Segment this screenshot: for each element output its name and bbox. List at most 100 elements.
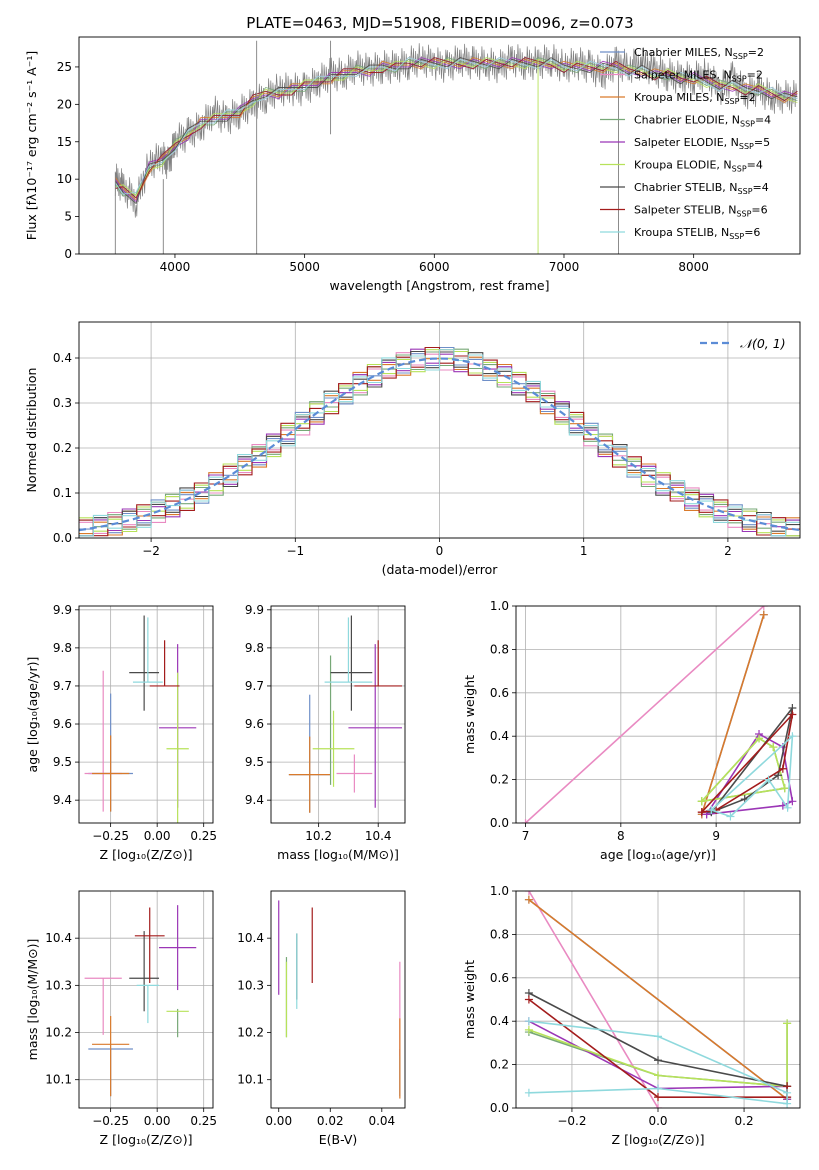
y-tick-label: 9.9 (53, 603, 72, 617)
x-tick-label: 10.4 (365, 829, 392, 843)
weight-series (710, 734, 794, 818)
y-axis-label: mass [log₁₀(M/M⊙)] (25, 939, 40, 1061)
weight-marker (707, 805, 716, 814)
y-tick-label: 0.4 (490, 1014, 509, 1028)
weight-marker (654, 1071, 662, 1080)
legend-label: Salpeter MILES, NSSP=2 (634, 69, 763, 84)
weight-series (528, 899, 788, 1100)
x-tick-label: 4000 (160, 260, 191, 274)
y-tick-label: 10 (57, 172, 72, 186)
y-tick-label: 10.1 (45, 1073, 72, 1087)
y-tick-label: 1.0 (490, 884, 509, 898)
x-tick-label: 0 (436, 544, 444, 558)
weight-marker (755, 734, 764, 743)
weight-series (701, 614, 765, 815)
y-tick-label: 10.4 (237, 931, 264, 945)
x-tick-label: 10.2 (305, 829, 332, 843)
x-axis-label: mass [log₁₀(M/M⊙)] (277, 847, 399, 862)
age_vs_mass-frame (270, 605, 406, 824)
weight-marker (654, 1032, 662, 1041)
y-tick-label: 10.3 (45, 978, 72, 992)
x-axis-label: Z [log₁₀(Z/Z⊙)] (612, 1132, 705, 1147)
y-tick-label: 0.4 (53, 351, 72, 365)
x-tick-label: −0.2 (557, 1114, 586, 1128)
weight_vs_age-lines (521, 606, 797, 823)
observed-spectrum (114, 43, 798, 218)
weight-marker (654, 1056, 662, 1065)
spectrum-legend: Chabrier MILES, NSSP=2 Salpeter MILES, NS… (600, 46, 771, 241)
y-tick-label: 10.2 (45, 1026, 72, 1040)
weight_vs_age-frame (515, 605, 801, 824)
weight-series (528, 891, 659, 1108)
legend-label: Salpeter STELIB, NSSP=6 (634, 204, 768, 219)
y-tick-label: 9.8 (53, 641, 72, 655)
weight-marker (788, 797, 797, 806)
residual_histogram-axes: −2 −1 0 1 2 0.0 0.1 0.2 0.3 0.4 (data-model)/error… (24, 322, 800, 577)
weight-marker (697, 797, 706, 806)
y-tick-label: 9.5 (53, 755, 72, 769)
mass_vs_Z-errorbars (84, 905, 197, 1097)
x-tick-label: −0.25 (92, 829, 129, 843)
weight-series (528, 1023, 788, 1088)
weight_vs_Z-lines (524, 891, 792, 1108)
x-tick-label: 0.2 (735, 1114, 754, 1128)
weight-marker (759, 606, 768, 610)
x-tick-label: 8000 (678, 260, 709, 274)
weight-marker (521, 819, 530, 823)
x-tick-label: 5000 (289, 260, 320, 274)
y-tick-label: 0.8 (490, 642, 509, 656)
y-axis-label: mass weight (462, 675, 477, 754)
weight_vs_Z-frame (515, 890, 801, 1109)
spectrum-lines (114, 40, 798, 254)
x-tick-label: 7 (522, 829, 530, 843)
weight-marker (524, 1017, 533, 1026)
legend-label: Chabrier MILES, NSSP=2 (634, 46, 764, 61)
x-tick-label: 0.25 (190, 1114, 217, 1128)
y-tick-label: 0.0 (490, 1101, 509, 1115)
mass_vs_Z-axes: −0.25 0.00 0.25 10.1 10.2 10.3 10.4 Z [log₁₀(Z/… (25, 891, 217, 1147)
mass_vs_EBV-frame (270, 890, 406, 1109)
weight-marker (726, 812, 735, 821)
x-tick-label: −1 (286, 544, 304, 558)
weight-marker (788, 732, 797, 741)
weight-marker (524, 895, 533, 904)
age_vs_mass-axes: 10.2 10.4 9.4 9.5 9.6 9.7 9.8 9.9 mass [log₁₀(M/… (245, 603, 405, 862)
y-tick-label: 9.6 (245, 717, 264, 731)
y-tick-label: 10.2 (237, 1026, 264, 1040)
age_vs_mass-errorbars (288, 615, 403, 813)
age_vs_Z-errorbars (84, 615, 197, 823)
x-tick-label: 2 (724, 544, 732, 558)
y-tick-label: 10.1 (237, 1073, 264, 1087)
model-spectrum (115, 57, 798, 199)
y-tick-label: 0.0 (490, 816, 509, 830)
y-tick-label: 10.3 (237, 978, 264, 992)
model-spectrum (115, 57, 798, 197)
weight-marker (524, 1025, 533, 1034)
x-axis-label: E(B-V) (319, 1132, 358, 1147)
model-spectrum (114, 57, 798, 195)
weight-marker (697, 808, 706, 817)
model-spectrum (114, 57, 798, 205)
x-tick-label: −2 (142, 544, 160, 558)
histogram-series (79, 349, 800, 537)
x-tick-label: 0.04 (368, 1114, 395, 1128)
y-tick-label: 0.8 (490, 927, 509, 941)
weight-series (528, 1020, 788, 1105)
y-tick-label: 0.3 (53, 396, 72, 410)
y-tick-label: 9.4 (245, 793, 264, 807)
legend-label: Salpeter ELODIE, NSSP=5 (634, 136, 770, 151)
x-tick-label: 0.02 (317, 1114, 344, 1128)
y-tick-label: 9.5 (245, 755, 264, 769)
weight-marker (654, 1093, 662, 1102)
y-tick-label: 9.4 (53, 793, 72, 807)
weight-marker (524, 891, 533, 895)
y-tick-label: 0.1 (53, 486, 72, 500)
weight-marker (769, 743, 778, 752)
y-tick-label: 0.2 (490, 773, 509, 787)
weight-marker (783, 803, 792, 812)
y-tick-label: 9.8 (245, 641, 264, 655)
weight-marker (778, 764, 787, 773)
weight_vs_age-axes: 7 8 9 0.0 0.2 0.4 0.6 0.8 1.0 age [log₁₀(age/yr)]… (462, 599, 800, 862)
y-tick-label: 9.9 (245, 603, 264, 617)
